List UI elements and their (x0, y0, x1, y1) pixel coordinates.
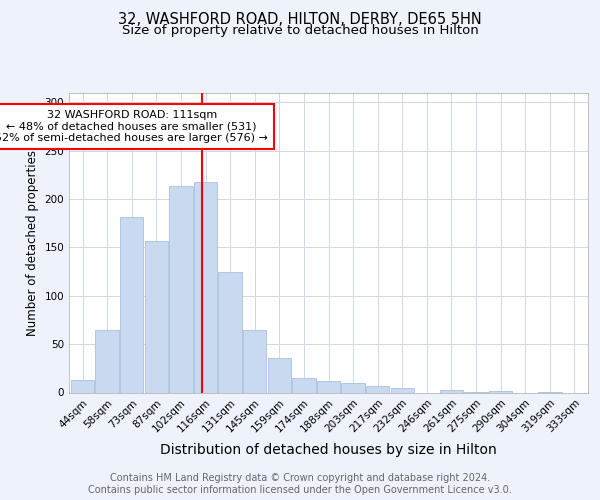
Bar (194, 182, 217, 392)
Bar (292, 378, 316, 392)
Bar (366, 386, 389, 392)
Bar (268, 358, 291, 392)
Bar (120, 218, 143, 392)
Bar (145, 240, 168, 392)
Text: Size of property relative to detached houses in Hilton: Size of property relative to detached ho… (122, 24, 478, 37)
Bar (391, 388, 414, 392)
Bar (243, 330, 266, 392)
Bar (71, 380, 94, 392)
Bar (218, 272, 242, 392)
Bar (95, 330, 119, 392)
Y-axis label: Number of detached properties: Number of detached properties (26, 150, 39, 336)
Bar (169, 186, 193, 392)
Bar (341, 383, 365, 392)
Text: 32, WASHFORD ROAD, HILTON, DERBY, DE65 5HN: 32, WASHFORD ROAD, HILTON, DERBY, DE65 5… (118, 12, 482, 28)
Text: 32 WASHFORD ROAD: 111sqm
← 48% of detached houses are smaller (531)
52% of semi-: 32 WASHFORD ROAD: 111sqm ← 48% of detach… (0, 110, 268, 143)
Bar (440, 390, 463, 392)
X-axis label: Distribution of detached houses by size in Hilton: Distribution of detached houses by size … (160, 442, 497, 456)
Bar (317, 381, 340, 392)
Text: Contains HM Land Registry data © Crown copyright and database right 2024.
Contai: Contains HM Land Registry data © Crown c… (88, 474, 512, 495)
Bar (489, 390, 512, 392)
